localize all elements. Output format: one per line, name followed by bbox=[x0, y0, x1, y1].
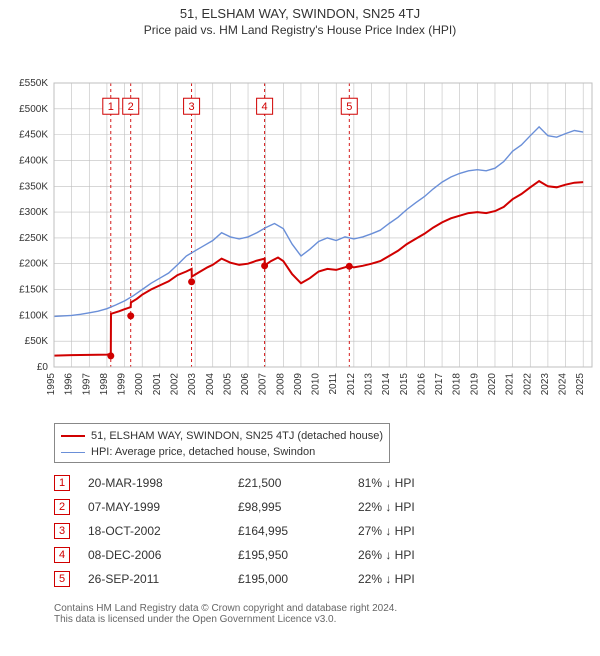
footer: Contains HM Land Registry data © Crown c… bbox=[54, 603, 397, 625]
svg-text:2016: 2016 bbox=[416, 373, 427, 396]
sale-delta: 26% ↓ HPI bbox=[358, 548, 415, 562]
svg-text:£250K: £250K bbox=[19, 233, 48, 244]
sale-price: £195,950 bbox=[238, 548, 358, 562]
footer-line2: This data is licensed under the Open Gov… bbox=[54, 614, 397, 625]
sale-delta: 22% ↓ HPI bbox=[358, 500, 415, 514]
svg-text:£550K: £550K bbox=[19, 78, 48, 89]
sale-marker-icon: 4 bbox=[54, 547, 70, 563]
chart-container: £0 £50K £100K £150K £200K £250K £300K £350K £400… bbox=[0, 37, 600, 417]
sale-price: £195,000 bbox=[238, 572, 358, 586]
svg-text:2: 2 bbox=[128, 101, 134, 113]
svg-text:£350K: £350K bbox=[19, 181, 48, 192]
svg-text:£0: £0 bbox=[37, 362, 49, 373]
sale-marker-icon: 2 bbox=[54, 499, 70, 515]
footer-line1: Contains HM Land Registry data © Crown c… bbox=[54, 603, 397, 614]
svg-text:2021: 2021 bbox=[505, 373, 516, 396]
svg-text:1995: 1995 bbox=[46, 373, 57, 396]
svg-text:2020: 2020 bbox=[487, 373, 498, 396]
svg-text:2008: 2008 bbox=[275, 373, 286, 396]
legend: 51, ELSHAM WAY, SWINDON, SN25 4TJ (detac… bbox=[54, 423, 390, 463]
svg-text:£50K: £50K bbox=[25, 336, 49, 347]
svg-text:2005: 2005 bbox=[222, 373, 233, 396]
legend-swatch-b bbox=[61, 452, 85, 453]
sale-delta: 81% ↓ HPI bbox=[358, 476, 415, 490]
svg-text:£100K: £100K bbox=[19, 310, 48, 321]
sale-date: 18-OCT-2002 bbox=[88, 524, 238, 538]
sale-delta: 27% ↓ HPI bbox=[358, 524, 415, 538]
svg-text:2018: 2018 bbox=[452, 373, 463, 396]
sale-date: 26-SEP-2011 bbox=[88, 572, 238, 586]
svg-text:2002: 2002 bbox=[169, 373, 180, 396]
svg-text:2019: 2019 bbox=[469, 373, 480, 396]
sale-marker-icon: 3 bbox=[54, 523, 70, 539]
price-chart: £0 £50K £100K £150K £200K £250K £300K £350K £400… bbox=[0, 37, 600, 417]
svg-text:1999: 1999 bbox=[117, 373, 128, 396]
svg-text:2007: 2007 bbox=[258, 373, 269, 396]
svg-text:5: 5 bbox=[346, 101, 352, 113]
sales-row: 2 07-MAY-1999£98,99522% ↓ HPI bbox=[54, 495, 415, 519]
sales-row: 3 18-OCT-2002£164,99527% ↓ HPI bbox=[54, 519, 415, 543]
svg-text:3: 3 bbox=[189, 101, 195, 113]
svg-text:2010: 2010 bbox=[311, 373, 322, 396]
legend-label-a: 51, ELSHAM WAY, SWINDON, SN25 4TJ (detac… bbox=[91, 430, 383, 442]
svg-text:1998: 1998 bbox=[99, 373, 110, 396]
legend-label-b: HPI: Average price, detached house, Swin… bbox=[91, 446, 315, 458]
svg-text:2025: 2025 bbox=[575, 373, 586, 396]
svg-text:2012: 2012 bbox=[346, 373, 357, 396]
svg-text:2011: 2011 bbox=[328, 373, 339, 395]
sale-date: 07-MAY-1999 bbox=[88, 500, 238, 514]
sale-price: £98,995 bbox=[238, 500, 358, 514]
sale-marker-icon: 5 bbox=[54, 571, 70, 587]
sale-marker-icon: 1 bbox=[54, 475, 70, 491]
svg-text:1996: 1996 bbox=[64, 373, 75, 396]
sales-table: 1 20-MAR-1998£21,50081% ↓ HPI 2 07-MAY-1999… bbox=[54, 471, 415, 591]
svg-text:2023: 2023 bbox=[540, 373, 551, 396]
sale-date: 08-DEC-2006 bbox=[88, 548, 238, 562]
svg-text:£150K: £150K bbox=[19, 285, 48, 296]
svg-text:£400K: £400K bbox=[19, 155, 48, 166]
svg-text:4: 4 bbox=[262, 101, 268, 113]
sales-row: 1 20-MAR-1998£21,50081% ↓ HPI bbox=[54, 471, 415, 495]
svg-text:1997: 1997 bbox=[81, 373, 92, 396]
svg-text:2009: 2009 bbox=[293, 373, 304, 396]
sale-date: 20-MAR-1998 bbox=[88, 476, 238, 490]
sales-row: 5 26-SEP-2011£195,00022% ↓ HPI bbox=[54, 567, 415, 591]
svg-text:£450K: £450K bbox=[19, 130, 48, 141]
legend-swatch-a bbox=[61, 435, 85, 437]
svg-text:2001: 2001 bbox=[152, 373, 163, 396]
svg-text:2017: 2017 bbox=[434, 373, 445, 396]
svg-text:1: 1 bbox=[108, 101, 114, 113]
chart-title: 51, ELSHAM WAY, SWINDON, SN25 4TJ bbox=[0, 6, 600, 21]
sales-row: 4 08-DEC-2006£195,95026% ↓ HPI bbox=[54, 543, 415, 567]
svg-text:2000: 2000 bbox=[134, 373, 145, 396]
svg-text:2022: 2022 bbox=[522, 373, 533, 396]
svg-text:£300K: £300K bbox=[19, 207, 48, 218]
svg-text:2024: 2024 bbox=[558, 373, 569, 396]
svg-text:£500K: £500K bbox=[19, 104, 48, 115]
svg-text:£200K: £200K bbox=[19, 259, 48, 270]
svg-text:2003: 2003 bbox=[187, 373, 198, 396]
legend-item-a: 51, ELSHAM WAY, SWINDON, SN25 4TJ (detac… bbox=[61, 428, 383, 444]
sale-price: £21,500 bbox=[238, 476, 358, 490]
svg-text:2013: 2013 bbox=[364, 373, 375, 396]
svg-text:2014: 2014 bbox=[381, 373, 392, 396]
sale-delta: 22% ↓ HPI bbox=[358, 572, 415, 586]
svg-text:2004: 2004 bbox=[205, 373, 216, 396]
svg-text:2006: 2006 bbox=[240, 373, 251, 396]
sale-price: £164,995 bbox=[238, 524, 358, 538]
legend-item-b: HPI: Average price, detached house, Swin… bbox=[61, 444, 383, 460]
svg-text:2015: 2015 bbox=[399, 373, 410, 396]
chart-subtitle: Price paid vs. HM Land Registry's House … bbox=[0, 23, 600, 37]
